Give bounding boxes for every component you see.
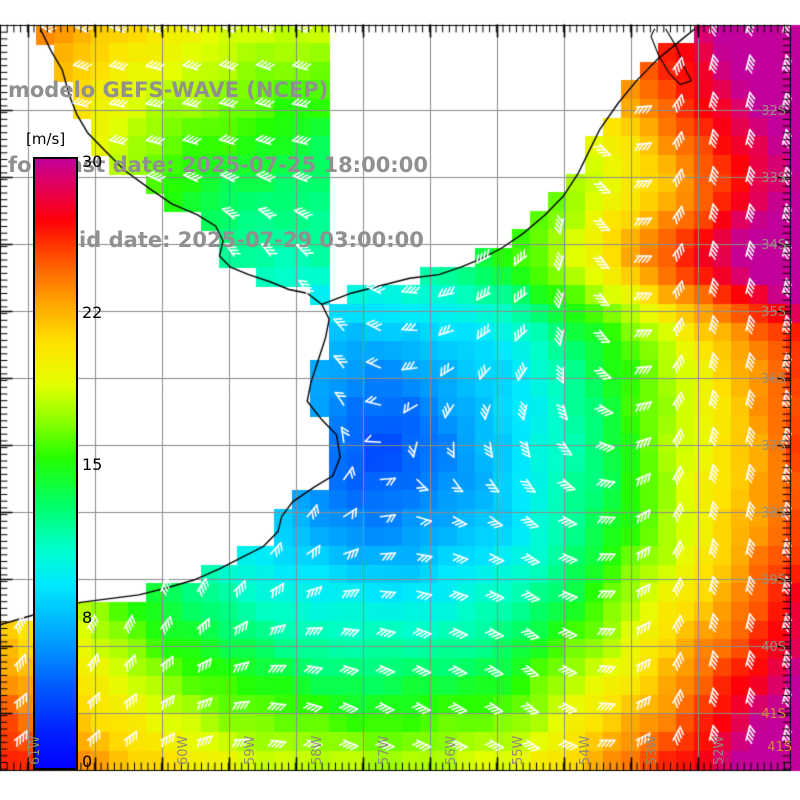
- colorbar-tick-15: 15: [82, 455, 103, 474]
- valid-date-label: valid date: 2025-07-29 03:00:00: [44, 228, 424, 252]
- figure-title-block: modelo GEFS-WAVE (NCEP) forecast date: 2…: [0, 28, 520, 303]
- lon-label-54w: 54W: [578, 735, 593, 765]
- lon-label-61w: 61W: [28, 735, 43, 765]
- lon-label-60w: 60W: [176, 735, 191, 765]
- lon-label-59w: 59W: [243, 735, 258, 765]
- lon-label-57w: 57W: [377, 735, 392, 765]
- lat-label-39s: 39S: [761, 573, 786, 588]
- lat-label-37s: 37S: [761, 439, 786, 454]
- colorbar-tick-0: 0: [82, 752, 93, 771]
- colorbar-tick-8: 8: [82, 608, 93, 627]
- lat-label-33s: 33S: [761, 171, 786, 186]
- lon-label-56w: 56W: [444, 735, 459, 765]
- forecast-date-label: forecast date: 2025-07-25 18:00:00: [8, 153, 428, 177]
- lat-label-34s: 34S: [761, 238, 786, 253]
- colorbar: [33, 157, 78, 770]
- lat-label-36s: 36S: [761, 372, 786, 387]
- corner-label-41s: 41S: [767, 740, 792, 755]
- lon-label-58w: 58W: [310, 735, 325, 765]
- lat-label-35s: 35S: [761, 305, 786, 320]
- colorbar-tick-30: 30: [82, 152, 103, 171]
- lon-label-53w: 53W: [645, 735, 660, 765]
- model-title: modelo GEFS-WAVE (NCEP): [8, 78, 329, 102]
- colorbar-gradient: [33, 157, 78, 770]
- lat-label-32s: 32S: [761, 104, 786, 119]
- lat-label-40s: 40S: [761, 640, 786, 655]
- lat-label-41s: 41S: [761, 707, 786, 722]
- lon-label-52w: 52W: [712, 735, 727, 765]
- lat-label-38s: 38S: [761, 506, 786, 521]
- colorbar-tick-22: 22: [82, 303, 103, 322]
- lon-label-55w: 55W: [511, 735, 526, 765]
- colorbar-unit-label: [m/s]: [26, 130, 66, 148]
